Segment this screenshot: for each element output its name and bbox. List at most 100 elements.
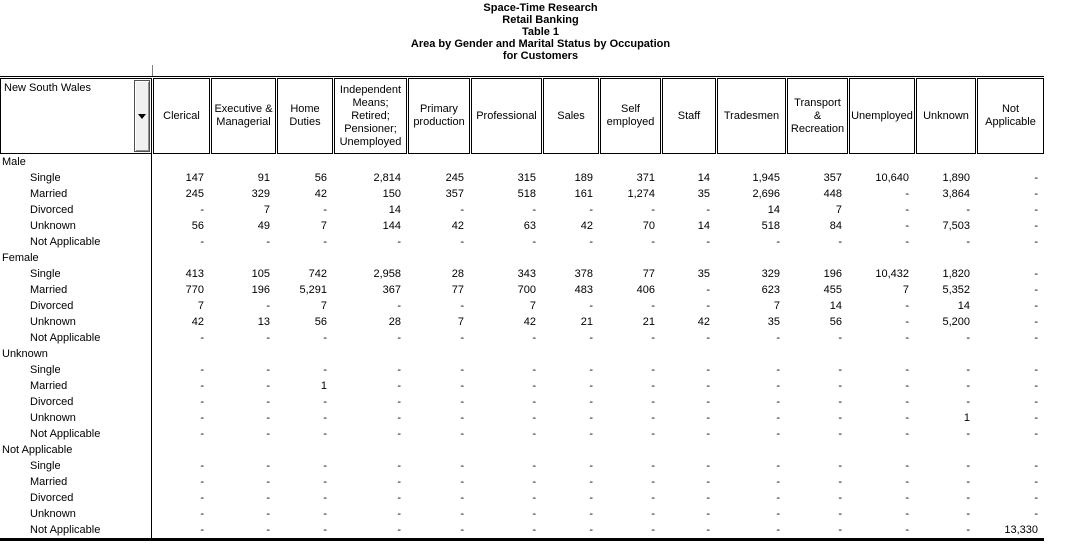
- table-row: Unknown 42 13 56 28 7 42 21 21 42 35 56 - 5,200 -: [0, 314, 1044, 330]
- table-row: Unknown 56 49 7 144 42 63 42 70 14 518 84 - 7,503 -: [0, 218, 1044, 234]
- value-cell: 343: [517, 268, 536, 280]
- value-cell: 14: [388, 204, 401, 216]
- value-cell: -: [905, 524, 909, 536]
- column-header: Staff: [662, 78, 716, 154]
- value-cell: -: [651, 204, 655, 216]
- value-cell: 14: [697, 220, 710, 232]
- value-cell: 35: [697, 188, 710, 200]
- group-label: Male: [0, 154, 152, 170]
- row-label: Single: [0, 458, 152, 474]
- value-cell: 14: [767, 204, 780, 216]
- value-cell: -: [905, 220, 909, 232]
- value-cell: -: [706, 284, 710, 296]
- value-cell: 7: [197, 300, 204, 312]
- value-cell: -: [776, 428, 780, 440]
- value-cell: 5,352: [942, 284, 970, 296]
- value-cell: -: [323, 236, 327, 248]
- table-body: Male Single 147 91 56 2,814 245 315 189 371 14 1,94…: [0, 154, 1044, 538]
- value-cell: 56: [314, 172, 327, 184]
- value-cell: -: [460, 380, 464, 392]
- value-cell: -: [266, 460, 270, 472]
- row-label: Not Applicable: [0, 234, 152, 250]
- value-cell: -: [776, 380, 780, 392]
- value-cell: -: [323, 396, 327, 408]
- value-cell: -: [266, 428, 270, 440]
- value-cell: -: [532, 460, 536, 472]
- value-cell: -: [838, 508, 842, 520]
- value-cell: -: [589, 492, 593, 504]
- value-cell: 91: [257, 172, 270, 184]
- value-cell: -: [706, 300, 710, 312]
- table-row: Divorced - 7 - 14 - - - - - 14 7 - - -: [0, 202, 1044, 218]
- value-cell: -: [589, 236, 593, 248]
- value-cell: -: [966, 460, 970, 472]
- value-cell: -: [966, 396, 970, 408]
- value-cell: -: [460, 428, 464, 440]
- value-cell: 35: [767, 316, 780, 328]
- value-cell: -: [460, 204, 464, 216]
- value-cell: -: [266, 332, 270, 344]
- table-row: Not Applicable - - - - - - - - - - - - - -: [0, 330, 1044, 346]
- value-cell: -: [589, 428, 593, 440]
- row-label: Divorced: [0, 490, 152, 506]
- row-axis-dropdown-button[interactable]: [134, 80, 150, 152]
- value-cell: -: [589, 332, 593, 344]
- value-cell: -: [589, 412, 593, 424]
- group-row: Female: [0, 250, 1044, 266]
- title-line-company: Space-Time Research: [483, 2, 598, 14]
- value-cell: 378: [574, 268, 593, 280]
- value-cell: -: [651, 300, 655, 312]
- value-cell: 367: [382, 284, 401, 296]
- value-cell: -: [838, 380, 842, 392]
- value-cell: -: [200, 236, 204, 248]
- table-row: Divorced 7 - 7 - - 7 - - - 7 14 - 14 -: [0, 298, 1044, 314]
- value-cell: 7: [320, 220, 327, 232]
- value-cell: -: [706, 476, 710, 488]
- value-cell: 35: [697, 268, 710, 280]
- title-line-table-number: Table 1: [521, 26, 560, 38]
- value-cell: -: [651, 524, 655, 536]
- value-cell: 1,274: [627, 188, 655, 200]
- value-cell: 5,291: [299, 284, 327, 296]
- value-cell: -: [905, 316, 909, 328]
- value-cell: -: [1034, 188, 1038, 200]
- value-cell: 77: [451, 284, 464, 296]
- value-cell: -: [905, 508, 909, 520]
- value-cell: -: [966, 428, 970, 440]
- value-cell: 357: [445, 188, 464, 200]
- value-cell: 161: [574, 188, 593, 200]
- value-cell: -: [532, 412, 536, 424]
- table-row: Single 147 91 56 2,814 245 315 189 371 14 1,945 357…: [0, 170, 1044, 186]
- value-cell: -: [266, 380, 270, 392]
- value-cell: -: [905, 236, 909, 248]
- value-cell: -: [532, 364, 536, 376]
- value-cell: 7: [773, 300, 780, 312]
- value-cell: -: [905, 188, 909, 200]
- table-row: Divorced - - - - - - - - - - - - - -: [0, 490, 1044, 506]
- value-cell: 329: [761, 268, 780, 280]
- value-cell: -: [706, 460, 710, 472]
- value-cell: -: [966, 508, 970, 520]
- value-cell: -: [200, 524, 204, 536]
- value-cell: -: [651, 460, 655, 472]
- value-cell: -: [200, 508, 204, 520]
- table-row: Married 245 329 42 150 357 518 161 1,274 35 2,696 4…: [0, 186, 1044, 202]
- value-cell: 84: [829, 220, 842, 232]
- value-cell: -: [1034, 172, 1038, 184]
- value-cell: -: [1034, 396, 1038, 408]
- value-cell: -: [1034, 220, 1038, 232]
- value-cell: -: [589, 508, 593, 520]
- value-cell: -: [706, 380, 710, 392]
- value-cell: 7: [529, 300, 536, 312]
- value-cell: 14: [957, 300, 970, 312]
- value-cell: -: [776, 524, 780, 536]
- value-cell: -: [838, 492, 842, 504]
- value-cell: -: [532, 332, 536, 344]
- value-cell: -: [838, 476, 842, 488]
- value-cell: -: [651, 332, 655, 344]
- report-title-block: Space-Time Research Retail Banking Table…: [0, 0, 1081, 62]
- value-cell: -: [838, 412, 842, 424]
- value-cell: -: [966, 364, 970, 376]
- value-cell: 329: [251, 188, 270, 200]
- table-row: Married - - 1 - - - - - - - - - - -: [0, 378, 1044, 394]
